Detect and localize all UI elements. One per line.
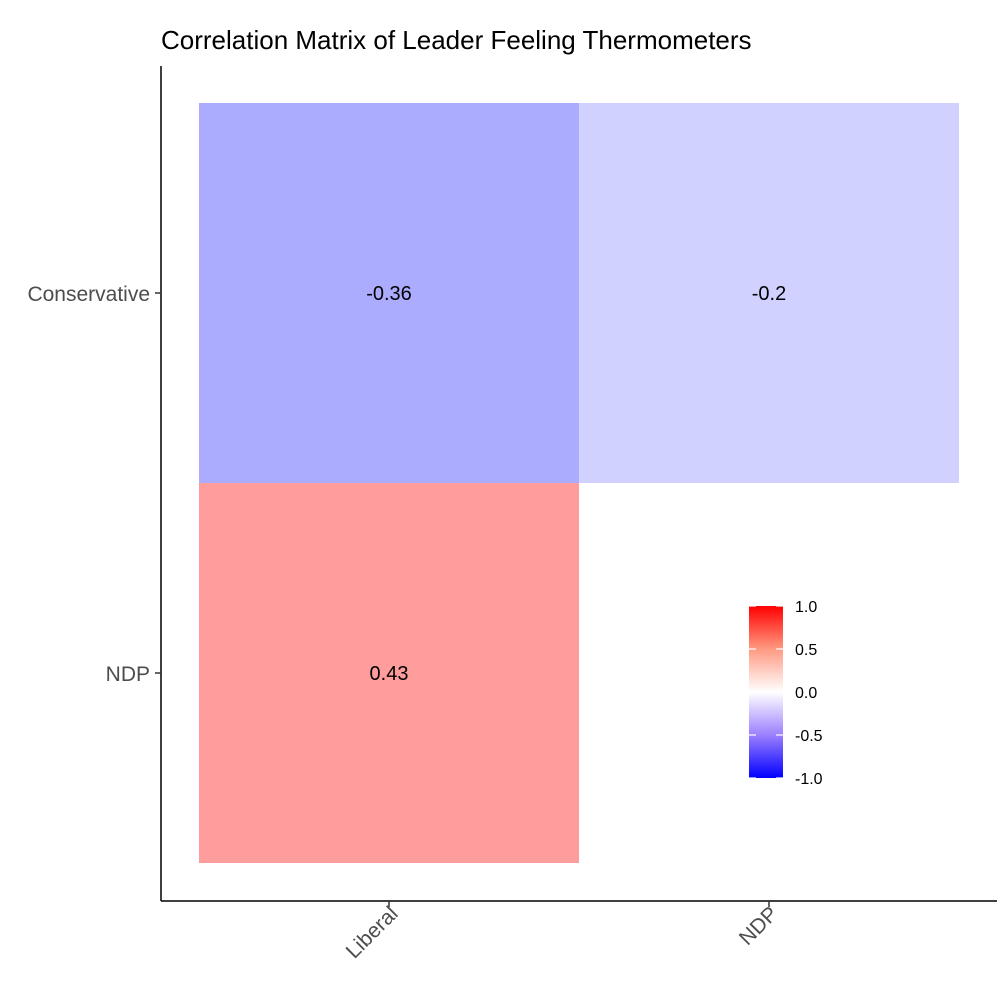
cell-value-label: -0.2 xyxy=(752,283,786,305)
legend-ticks: 1.0 0.5 0.0 -0.5 -1.0 xyxy=(749,599,823,788)
heatmap-cell-labels: -0.36 -0.2 0.43 xyxy=(366,283,786,685)
heatmap-cell-ndp-conservative xyxy=(579,103,959,483)
y-tick-label: Conservative xyxy=(27,283,150,306)
heatmap-cell-liberal-ndp xyxy=(199,483,579,863)
legend-tick-label: 1.0 xyxy=(795,599,817,616)
chart-title: Correlation Matrix of Leader Feeling The… xyxy=(161,25,752,55)
legend-tick-label: -1.0 xyxy=(795,771,823,788)
cell-value-label: 0.43 xyxy=(370,663,409,685)
y-tick-label: NDP xyxy=(106,663,150,686)
legend-tick-label: 0.0 xyxy=(795,685,817,702)
x-axis-ticks: Liberal NDP xyxy=(342,901,783,963)
legend-tick-label: 0.5 xyxy=(795,642,817,659)
x-tick-label: NDP xyxy=(735,902,783,950)
y-axis-ticks: Conservative NDP xyxy=(27,283,161,686)
legend-tick-label: -0.5 xyxy=(795,728,823,745)
color-legend: 1.0 0.5 0.0 -0.5 -1.0 xyxy=(749,599,823,788)
x-tick-label: Liberal xyxy=(342,902,403,963)
heatmap-cell-liberal-conservative xyxy=(199,103,579,483)
cell-value-label: -0.36 xyxy=(366,283,412,305)
heatmap-cells xyxy=(199,103,959,863)
